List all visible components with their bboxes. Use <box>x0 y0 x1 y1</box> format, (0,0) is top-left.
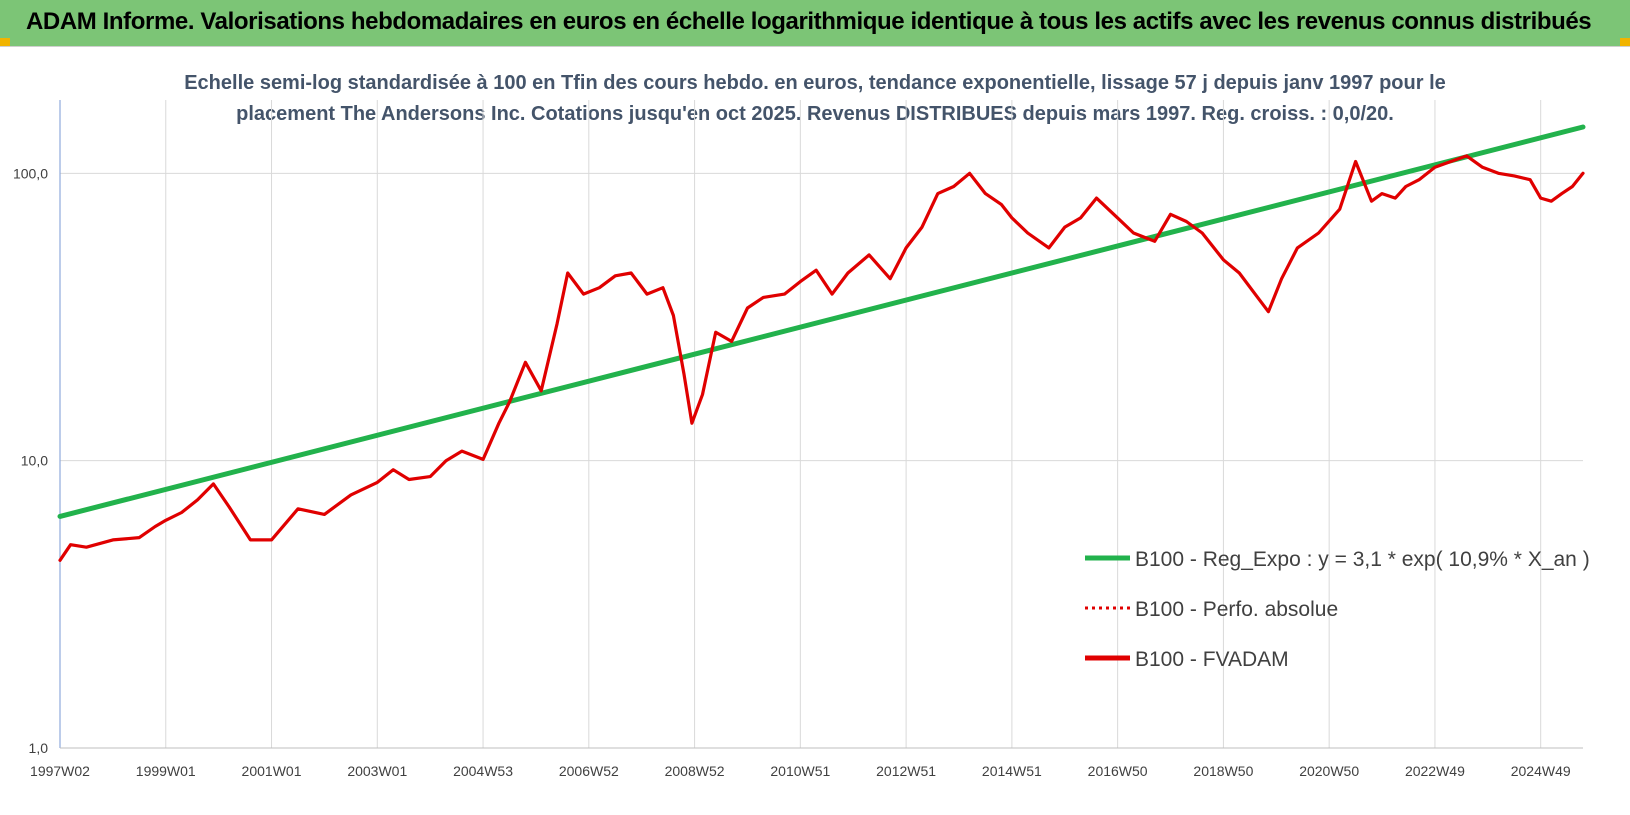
x-tick-label: 2010W51 <box>770 763 830 779</box>
y-tick-label: 10,0 <box>21 453 48 469</box>
x-tick-label: 2014W51 <box>982 763 1042 779</box>
x-tick-label: 2008W52 <box>665 763 725 779</box>
x-tick-label: 1997W02 <box>30 763 90 779</box>
legend-label-perfo-absolue-line: B100 - Perfo. absolue <box>1135 598 1338 621</box>
x-tick-label: 2018W50 <box>1193 763 1253 779</box>
y-tick-label: 100,0 <box>13 165 48 181</box>
chart-title-line-2: placement The Andersons Inc. Cotations j… <box>236 103 1394 125</box>
chart-title-line-1: Echelle semi-log standardisée à 100 en T… <box>184 72 1446 94</box>
x-tick-label: 2003W01 <box>347 763 407 779</box>
x-tick-label: 2012W51 <box>876 763 936 779</box>
x-tick-label: 2006W52 <box>559 763 619 779</box>
x-tick-label: 2016W50 <box>1088 763 1148 779</box>
corner-accent-right <box>1620 38 1630 46</box>
x-tick-label: 2024W49 <box>1511 763 1571 779</box>
x-tick-label: 2020W50 <box>1299 763 1359 779</box>
x-tick-label: 2001W01 <box>242 763 302 779</box>
regression-line <box>57 124 1586 519</box>
chart-title: Echelle semi-log standardisée à 100 en T… <box>170 68 1460 130</box>
x-tick-label: 2004W53 <box>453 763 513 779</box>
x-tick-label: 2022W49 <box>1405 763 1465 779</box>
x-tick-label: 1999W01 <box>136 763 196 779</box>
legend-label-fvadam-line: B100 - FVADAM <box>1135 648 1289 671</box>
fvadam-line <box>58 154 1585 562</box>
page-title: ADAM Informe. Valorisations hebdomadaire… <box>26 8 1592 35</box>
frame-divider <box>0 46 1630 47</box>
legend-label-regression-line: B100 - Reg_Expo : y = 3,1 * exp( 10,9% *… <box>1135 548 1590 571</box>
header-banner: ADAM Informe. Valorisations hebdomadaire… <box>0 0 1630 46</box>
corner-accent-left <box>0 38 10 46</box>
y-tick-label: 1,0 <box>29 740 49 756</box>
